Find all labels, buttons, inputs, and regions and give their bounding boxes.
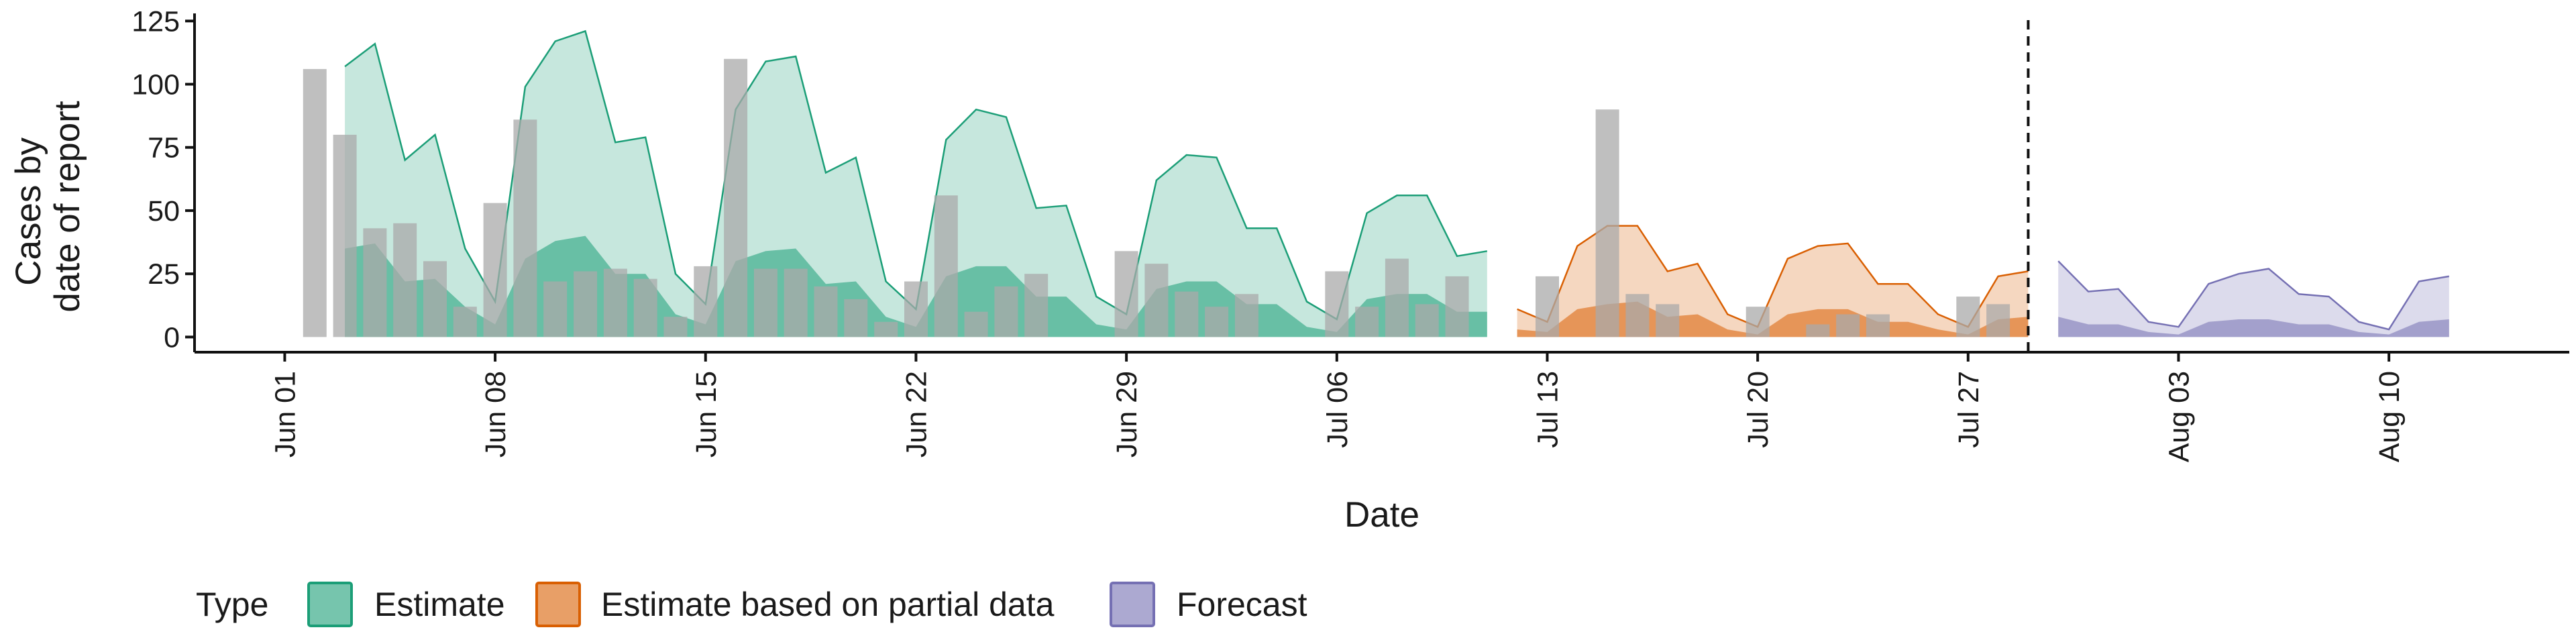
reported-case-bar [1144,264,1169,337]
x-axis-ticks: Jun 01 Jun 08 Jun 15 Jun 22 Jun 29 Jul 06 Jul … [269,352,2406,462]
reported-case-bar [1024,274,1049,337]
reported-case-bar [724,58,748,337]
x-tick-label: Jun 29 [1111,371,1143,458]
y-axis-title-line-2: date of report [48,101,87,313]
reported-case-bar [694,266,718,337]
y-tick-label: 25 [148,258,180,290]
x-tick-label: Aug 10 [2373,371,2406,462]
x-tick-label: Jul 20 [1742,371,1774,448]
legend: Type Estimate Estimate based on partial … [196,582,1307,627]
x-tick-label: Jun 01 [269,371,301,458]
x-tick-label: Jul 06 [1322,371,1354,448]
x-tick-label: Jun 08 [480,371,512,458]
reported-case-bar [1956,297,1980,337]
reported-case-bar [663,317,688,337]
y-tick-label: 125 [131,5,180,38]
reported-case-bar [603,268,627,337]
y-axis-title-line-1: Cases by [9,137,48,285]
reported-case-bar [874,321,898,337]
area-line-forecast [2057,260,2450,331]
reported-case-bar [393,223,417,337]
area-inner-estimate [345,235,1487,337]
x-tick-label: Jun 22 [900,371,932,458]
x-axis-title: Date [1344,495,1419,535]
reported-case-bar [303,68,327,337]
reported-case-bar [453,307,477,337]
reported-case-bar [994,286,1018,337]
reported-case-bar [1205,307,1229,337]
x-tick-label: Jul 13 [1532,371,1564,448]
reported-case-bar [1986,304,2010,337]
reported-case-bar [934,195,958,337]
reported-case-bar [1415,304,1439,337]
reported-case-bar [1536,276,1559,337]
axes [193,13,2569,354]
reported-case-bar [543,281,568,337]
reported-case-bar [814,286,838,337]
reported-case-bar [1595,109,1619,337]
reported-case-bars [303,58,2010,337]
reported-case-bar [844,299,868,337]
reported-case-bar [1325,271,1349,337]
reported-case-bar [333,134,357,337]
y-axis-title: Cases by date of report [9,101,87,313]
reported-case-bar [513,119,537,337]
area-outer-forecast [2058,261,2449,337]
reported-case-bar [1445,276,1469,337]
reported-case-bar [1385,258,1409,337]
reported-case-bar [964,311,988,337]
y-axis-ticks: 0 25 50 75 100 125 [131,5,195,354]
reported-case-bar [363,228,387,337]
legend-swatch-forecast [1110,582,1155,627]
reported-case-bar [1175,291,1199,337]
legend-swatch-partial-estimate [535,582,581,627]
area-outer-estimate [345,31,1487,337]
reported-case-bar [1234,294,1258,337]
x-tick-label: Jun 15 [690,371,722,458]
y-tick-label: 100 [131,69,180,101]
estimate-areas [344,30,2450,337]
legend-label-forecast: Forecast [1177,586,1307,623]
reported-case-bar [633,278,657,337]
reported-case-bar [1806,324,1830,337]
legend-swatch-estimate [307,582,353,627]
legend-label-partial-estimate: Estimate based on partial data [601,586,1055,623]
y-tick-label: 0 [164,321,180,354]
reported-case-bar [1625,294,1650,337]
reported-case-bar [423,261,447,337]
y-tick-label: 50 [148,195,180,227]
area-inner-forecast [2058,317,2449,337]
reported-case-bar [784,268,808,337]
reported-case-bar [1746,307,1770,337]
reported-case-bar [753,268,777,337]
reported-case-bar [483,203,507,337]
reported-case-bar [1836,314,1860,337]
reported-case-bar [574,271,598,337]
legend-title: Type [196,586,268,623]
legend-label-estimate: Estimate [374,586,505,623]
x-tick-label: Jul 27 [1953,371,1985,448]
x-tick-label: Aug 03 [2163,371,2196,462]
reported-case-bar [1114,251,1138,337]
reported-case-bar [1656,304,1680,337]
reported-case-bar [1866,314,1890,337]
reported-case-bar [904,281,928,337]
reported-case-bar [1355,307,1379,337]
y-tick-label: 75 [148,132,180,164]
